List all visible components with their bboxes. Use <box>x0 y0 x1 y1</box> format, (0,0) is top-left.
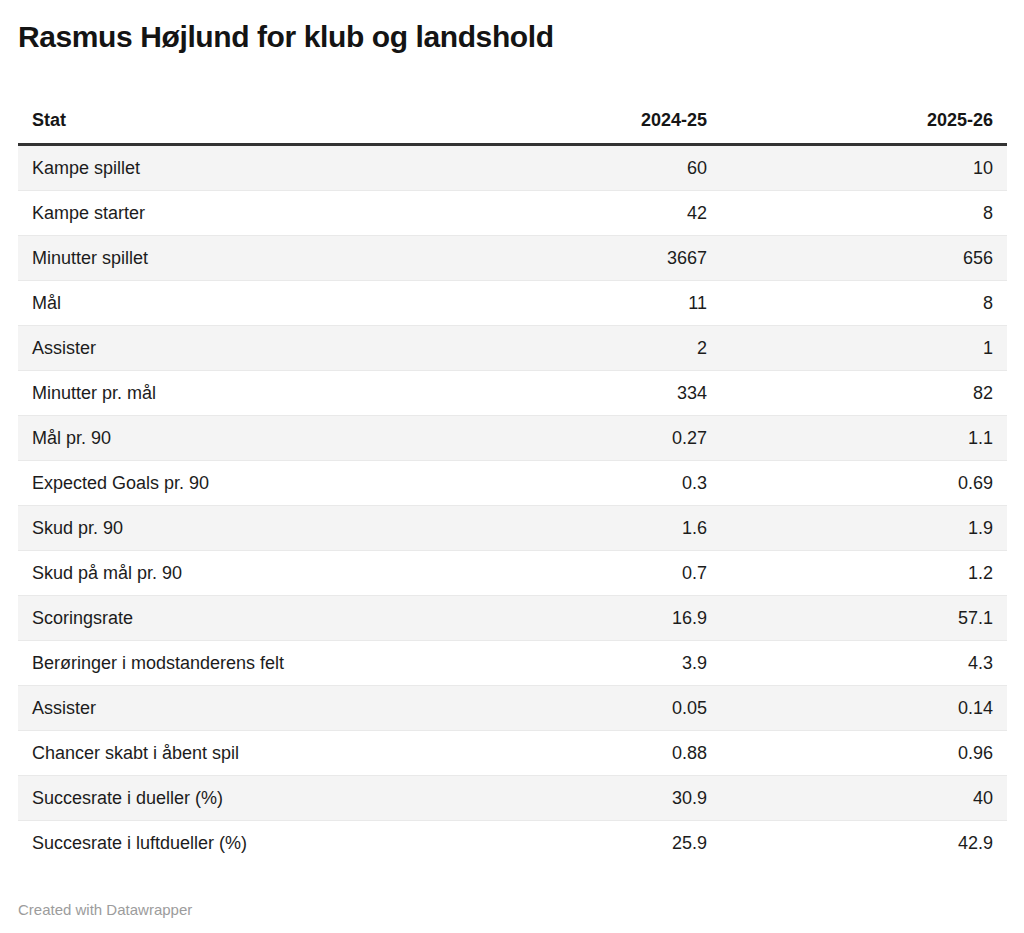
column-header-stat: Stat <box>18 95 435 145</box>
stats-table: Stat 2024-25 2025-26 Kampe spillet 60 10… <box>18 95 1007 865</box>
value-2024-25: 0.7 <box>435 550 721 595</box>
table-row: Kampe starter 42 8 <box>18 190 1007 235</box>
value-2025-26: 8 <box>721 190 1007 235</box>
stat-label: Chancer skabt i åbent spil <box>18 730 435 775</box>
value-2024-25: 60 <box>435 144 721 190</box>
value-2024-25: 2 <box>435 325 721 370</box>
value-2025-26: 40 <box>721 775 1007 820</box>
stat-label: Minutter pr. mål <box>18 370 435 415</box>
value-2025-26: 0.14 <box>721 685 1007 730</box>
datawrapper-credit: Created with Datawrapper <box>18 901 1007 919</box>
value-2024-25: 0.3 <box>435 460 721 505</box>
value-2024-25: 30.9 <box>435 775 721 820</box>
page-title: Rasmus Højlund for klub og landshold <box>18 20 1007 55</box>
table-row: Berøringer i modstanderens felt 3.9 4.3 <box>18 640 1007 685</box>
stat-label: Expected Goals pr. 90 <box>18 460 435 505</box>
table-row: Minutter pr. mål 334 82 <box>18 370 1007 415</box>
value-2025-26: 1.9 <box>721 505 1007 550</box>
value-2024-25: 0.27 <box>435 415 721 460</box>
value-2024-25: 334 <box>435 370 721 415</box>
table-row: Succesrate i dueller (%) 30.9 40 <box>18 775 1007 820</box>
table-row: Scoringsrate 16.9 57.1 <box>18 595 1007 640</box>
table-row: Skud på mål pr. 90 0.7 1.2 <box>18 550 1007 595</box>
value-2025-26: 57.1 <box>721 595 1007 640</box>
value-2025-26: 1.2 <box>721 550 1007 595</box>
value-2024-25: 42 <box>435 190 721 235</box>
stat-label: Skud pr. 90 <box>18 505 435 550</box>
value-2025-26: 1.1 <box>721 415 1007 460</box>
stat-label: Minutter spillet <box>18 235 435 280</box>
value-2024-25: 3667 <box>435 235 721 280</box>
value-2024-25: 25.9 <box>435 820 721 865</box>
value-2024-25: 0.88 <box>435 730 721 775</box>
stat-label: Succesrate i dueller (%) <box>18 775 435 820</box>
table-row: Kampe spillet 60 10 <box>18 144 1007 190</box>
value-2024-25: 16.9 <box>435 595 721 640</box>
stat-label: Mål pr. 90 <box>18 415 435 460</box>
table-body: Kampe spillet 60 10 Kampe starter 42 8 M… <box>18 144 1007 865</box>
table-row: Succesrate i luftdueller (%) 25.9 42.9 <box>18 820 1007 865</box>
column-header-season-2025-26: 2025-26 <box>721 95 1007 145</box>
value-2025-26: 0.69 <box>721 460 1007 505</box>
stat-label: Berøringer i modstanderens felt <box>18 640 435 685</box>
header-row: Stat 2024-25 2025-26 <box>18 95 1007 145</box>
stat-label: Mål <box>18 280 435 325</box>
stat-label: Assister <box>18 325 435 370</box>
datawrapper-table-page: Rasmus Højlund for klub og landshold Sta… <box>0 0 1024 933</box>
value-2025-26: 656 <box>721 235 1007 280</box>
value-2025-26: 10 <box>721 144 1007 190</box>
table-row: Mål pr. 90 0.27 1.1 <box>18 415 1007 460</box>
stat-label: Kampe starter <box>18 190 435 235</box>
column-header-season-2024-25: 2024-25 <box>435 95 721 145</box>
value-2024-25: 1.6 <box>435 505 721 550</box>
table-header: Stat 2024-25 2025-26 <box>18 95 1007 145</box>
value-2025-26: 8 <box>721 280 1007 325</box>
table-row: Skud pr. 90 1.6 1.9 <box>18 505 1007 550</box>
stat-label: Scoringsrate <box>18 595 435 640</box>
value-2025-26: 42.9 <box>721 820 1007 865</box>
stat-label: Succesrate i luftdueller (%) <box>18 820 435 865</box>
value-2025-26: 1 <box>721 325 1007 370</box>
stat-label: Assister <box>18 685 435 730</box>
table-row: Assister 0.05 0.14 <box>18 685 1007 730</box>
table-row: Chancer skabt i åbent spil 0.88 0.96 <box>18 730 1007 775</box>
table-row: Mål 11 8 <box>18 280 1007 325</box>
table-row: Assister 2 1 <box>18 325 1007 370</box>
value-2024-25: 0.05 <box>435 685 721 730</box>
value-2025-26: 82 <box>721 370 1007 415</box>
table-row: Minutter spillet 3667 656 <box>18 235 1007 280</box>
value-2025-26: 0.96 <box>721 730 1007 775</box>
stat-label: Kampe spillet <box>18 144 435 190</box>
stat-label: Skud på mål pr. 90 <box>18 550 435 595</box>
table-row: Expected Goals pr. 90 0.3 0.69 <box>18 460 1007 505</box>
value-2024-25: 3.9 <box>435 640 721 685</box>
value-2024-25: 11 <box>435 280 721 325</box>
value-2025-26: 4.3 <box>721 640 1007 685</box>
